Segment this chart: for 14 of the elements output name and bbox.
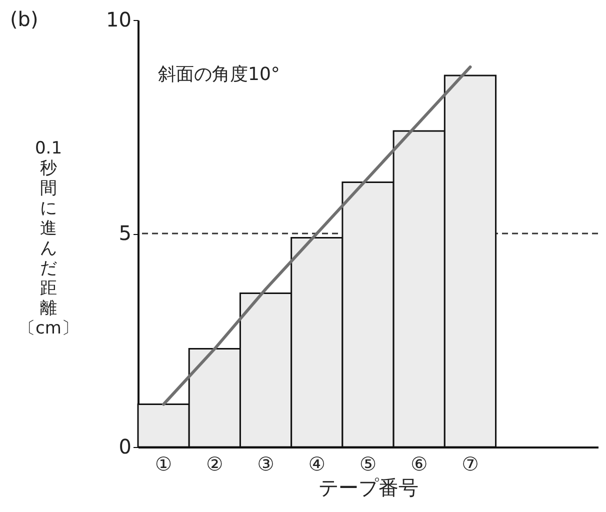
- x-tick-label: ⑥: [410, 454, 428, 476]
- x-tick-label: ③: [257, 454, 274, 476]
- x-tick-label: ②: [206, 454, 224, 476]
- annotation: 斜面の角度10°: [158, 64, 280, 85]
- y-tick-label: 0: [118, 434, 132, 458]
- text: 0.1秒間に進んだ距離〔cm〕: [18, 138, 78, 338]
- x-tick-label: ⑤: [359, 454, 377, 476]
- chart-title: (b): [10, 7, 38, 31]
- y-tick-label: 10: [106, 8, 132, 32]
- y-tick-label: 5: [118, 221, 132, 245]
- x-tick-label: ⑦: [462, 454, 479, 476]
- x-axis-title: テープ番号: [318, 476, 418, 500]
- x-tick-label: ④: [308, 454, 326, 476]
- x-tick-label: ①: [155, 454, 172, 476]
